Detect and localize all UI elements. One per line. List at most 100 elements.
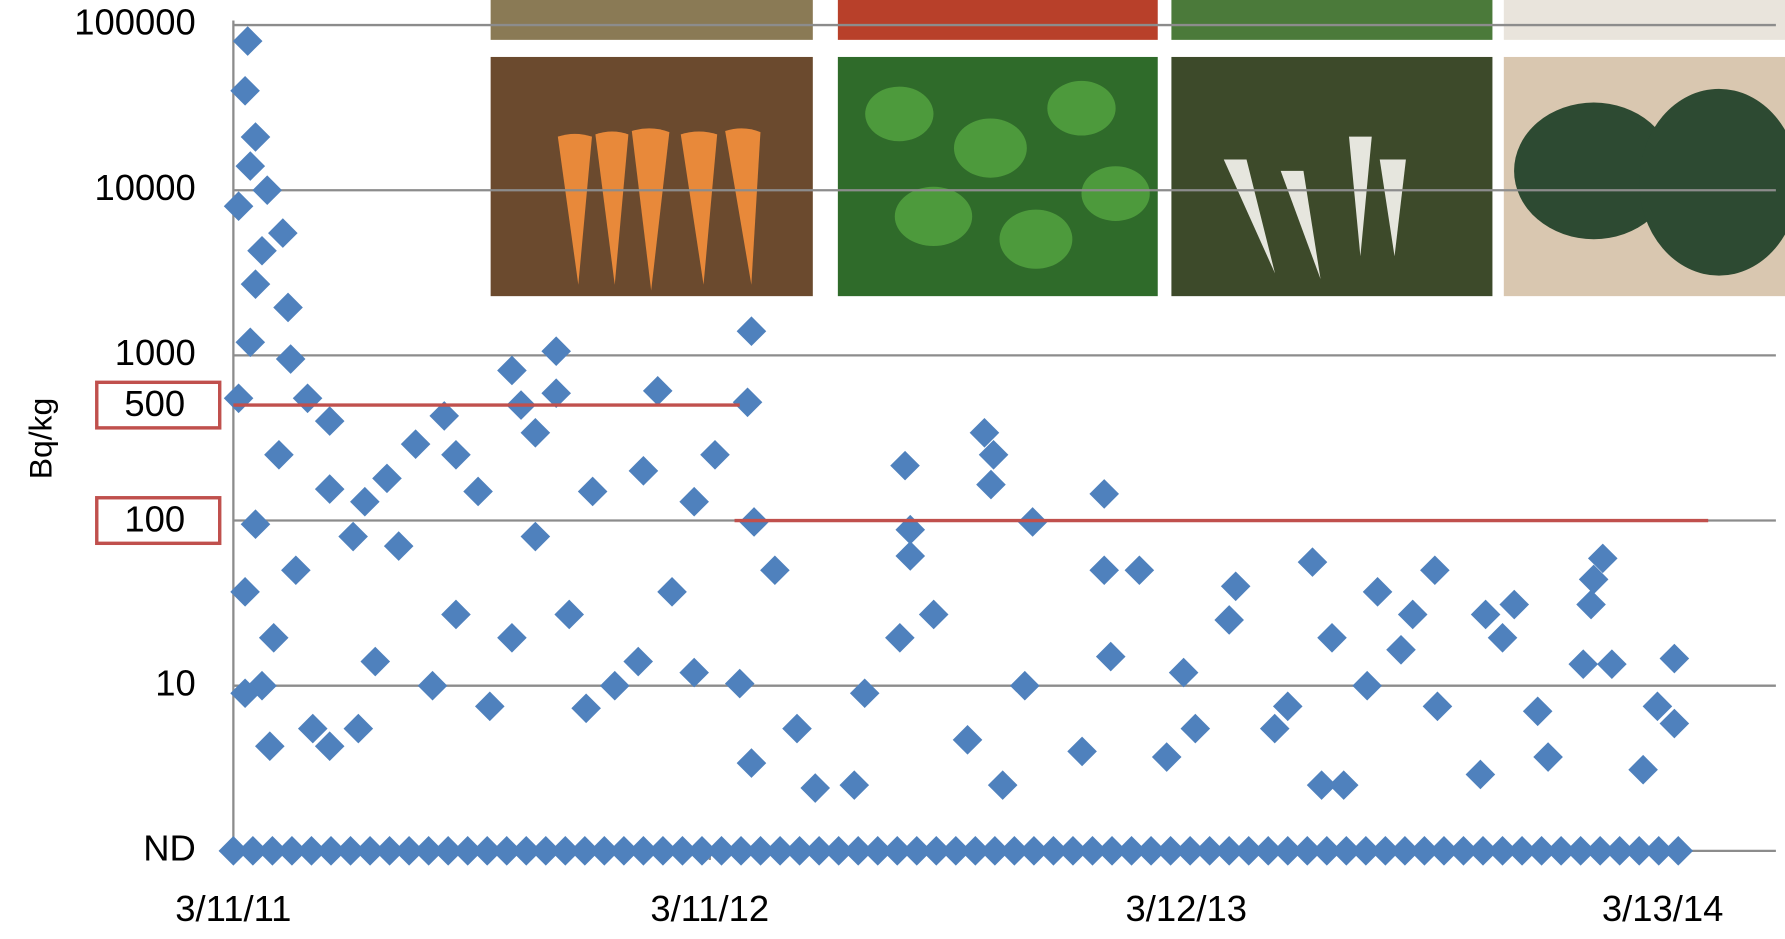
point <box>657 577 687 607</box>
point <box>839 770 869 800</box>
photo <box>491 0 813 40</box>
point <box>541 336 571 366</box>
point <box>241 122 271 152</box>
point <box>372 464 402 494</box>
point <box>1181 714 1211 744</box>
point <box>1096 642 1126 672</box>
point <box>1067 737 1097 767</box>
point <box>241 269 271 299</box>
point <box>679 658 709 688</box>
point <box>919 600 949 630</box>
point <box>850 678 880 708</box>
point <box>247 236 277 266</box>
point <box>276 344 306 374</box>
point <box>737 748 767 778</box>
point <box>1420 555 1450 585</box>
photo <box>1171 57 1492 296</box>
point <box>255 731 285 761</box>
chart: Bq/kg ND101001000100001000003/11/113/11/… <box>0 0 1785 934</box>
point <box>885 623 915 653</box>
point <box>350 487 380 517</box>
point <box>230 76 260 106</box>
point <box>1423 692 1453 722</box>
point <box>782 714 812 744</box>
page: Bq/kg ND101001000100001000003/11/113/11/… <box>0 0 1785 939</box>
point <box>360 647 390 677</box>
point <box>252 175 282 205</box>
point <box>441 440 471 470</box>
point <box>623 647 653 677</box>
photo <box>1171 0 1492 40</box>
point <box>1010 671 1040 701</box>
point <box>1317 623 1347 653</box>
point <box>1663 836 1693 866</box>
x-tick-label: 3/13/14 <box>1602 888 1723 929</box>
point <box>235 151 265 181</box>
point <box>1568 649 1598 679</box>
point <box>259 623 289 653</box>
y-tick-label: 10000 <box>95 167 196 208</box>
point <box>268 218 298 248</box>
point <box>1533 742 1563 772</box>
point <box>571 693 601 723</box>
point <box>1523 696 1553 726</box>
point <box>629 456 659 486</box>
reference-label: 100 <box>124 498 185 539</box>
point <box>1089 479 1119 509</box>
point <box>281 555 311 585</box>
point <box>241 509 271 539</box>
point <box>264 440 294 470</box>
y-tick-label: 100000 <box>74 2 196 43</box>
point <box>1488 623 1518 653</box>
point <box>1089 555 1119 585</box>
point <box>1466 760 1496 790</box>
point <box>600 671 630 701</box>
point <box>578 477 608 507</box>
point <box>463 477 493 507</box>
point <box>895 541 925 571</box>
point <box>643 376 673 406</box>
point <box>273 293 303 323</box>
point <box>224 383 254 413</box>
point <box>418 671 448 701</box>
point <box>733 387 763 417</box>
y-tick-label: 1000 <box>115 332 196 373</box>
point <box>737 316 767 346</box>
point <box>890 451 920 481</box>
point <box>700 440 730 470</box>
point <box>1125 555 1155 585</box>
point <box>235 327 265 357</box>
point <box>1576 590 1606 620</box>
point <box>224 191 254 221</box>
point <box>233 26 263 56</box>
point <box>315 406 345 436</box>
point <box>725 669 755 699</box>
point <box>475 692 505 722</box>
point <box>401 429 431 459</box>
x-tick-label: 3/12/13 <box>1125 888 1246 929</box>
point <box>679 487 709 517</box>
point <box>1221 571 1251 601</box>
point <box>1298 547 1328 577</box>
point <box>1628 755 1658 785</box>
point <box>1471 600 1501 630</box>
point <box>344 714 374 744</box>
point <box>1398 600 1428 630</box>
point <box>1597 649 1627 679</box>
x-tick-label: 3/11/12 <box>650 888 769 929</box>
point <box>1169 658 1199 688</box>
y-tick-label: 10 <box>155 662 196 703</box>
photo <box>838 0 1158 40</box>
y-tick-label: ND <box>143 827 196 868</box>
point <box>953 725 983 755</box>
point <box>800 773 830 803</box>
point <box>441 600 471 630</box>
point <box>497 356 527 386</box>
point <box>1152 742 1182 772</box>
point <box>988 770 1018 800</box>
point <box>384 531 414 561</box>
photos <box>491 0 1785 296</box>
point <box>293 383 323 413</box>
y-axis-label: Bq/kg <box>23 398 59 480</box>
point <box>1329 770 1359 800</box>
